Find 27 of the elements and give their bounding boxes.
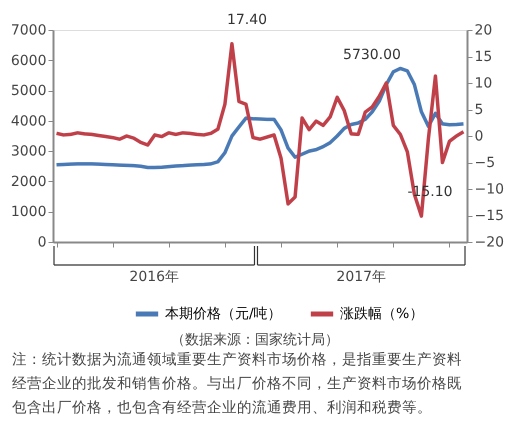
y2-tick-label: −10 [474,182,504,198]
y2-tick-label: 0 [474,128,484,144]
line-series [54,42,466,218]
text: 17.40 [226,12,268,28]
text: 注：统计数据为流通领域重要生产资料市场价格，是指重要生产资料经营企业的批发和销售价格。与出厂价格不同，生产资料市场价格既包含出厂价格，也包含有经营企业的流通费用、利润和税费等。 [12,351,462,416]
line-series [54,66,466,170]
text: 2016年 [129,269,180,285]
y-tick-label: 3000 [10,144,46,160]
y2-tick-label: −20 [474,234,504,250]
y-tick-label: 4000 [10,113,46,130]
text: 2017年 [336,269,386,285]
y-tick-label: 2000 [10,174,46,190]
y-tick-label: 5000 [10,83,46,100]
y-tick-label: 7000 [10,22,46,38]
legend-label: 涨跌幅（%） [340,306,424,322]
y2-tick-label: −5 [474,155,496,171]
y2-tick-label: 5 [474,102,484,118]
y2-tick-label: −15 [474,208,504,224]
annotation: 5730.00 [343,47,401,63]
y-tick-label: 1000 [10,204,46,220]
legend-label: 本期价格（元/吨） [165,306,282,322]
y2-tick-label: 15 [474,49,492,65]
y-tick-label: 0 [38,234,46,250]
y2-tick-label: 20 [474,22,492,38]
y2-tick-label: 10 [474,76,492,92]
text: （数据来源：国家统计局） [171,332,339,348]
y-tick-label: 6000 [10,52,46,69]
